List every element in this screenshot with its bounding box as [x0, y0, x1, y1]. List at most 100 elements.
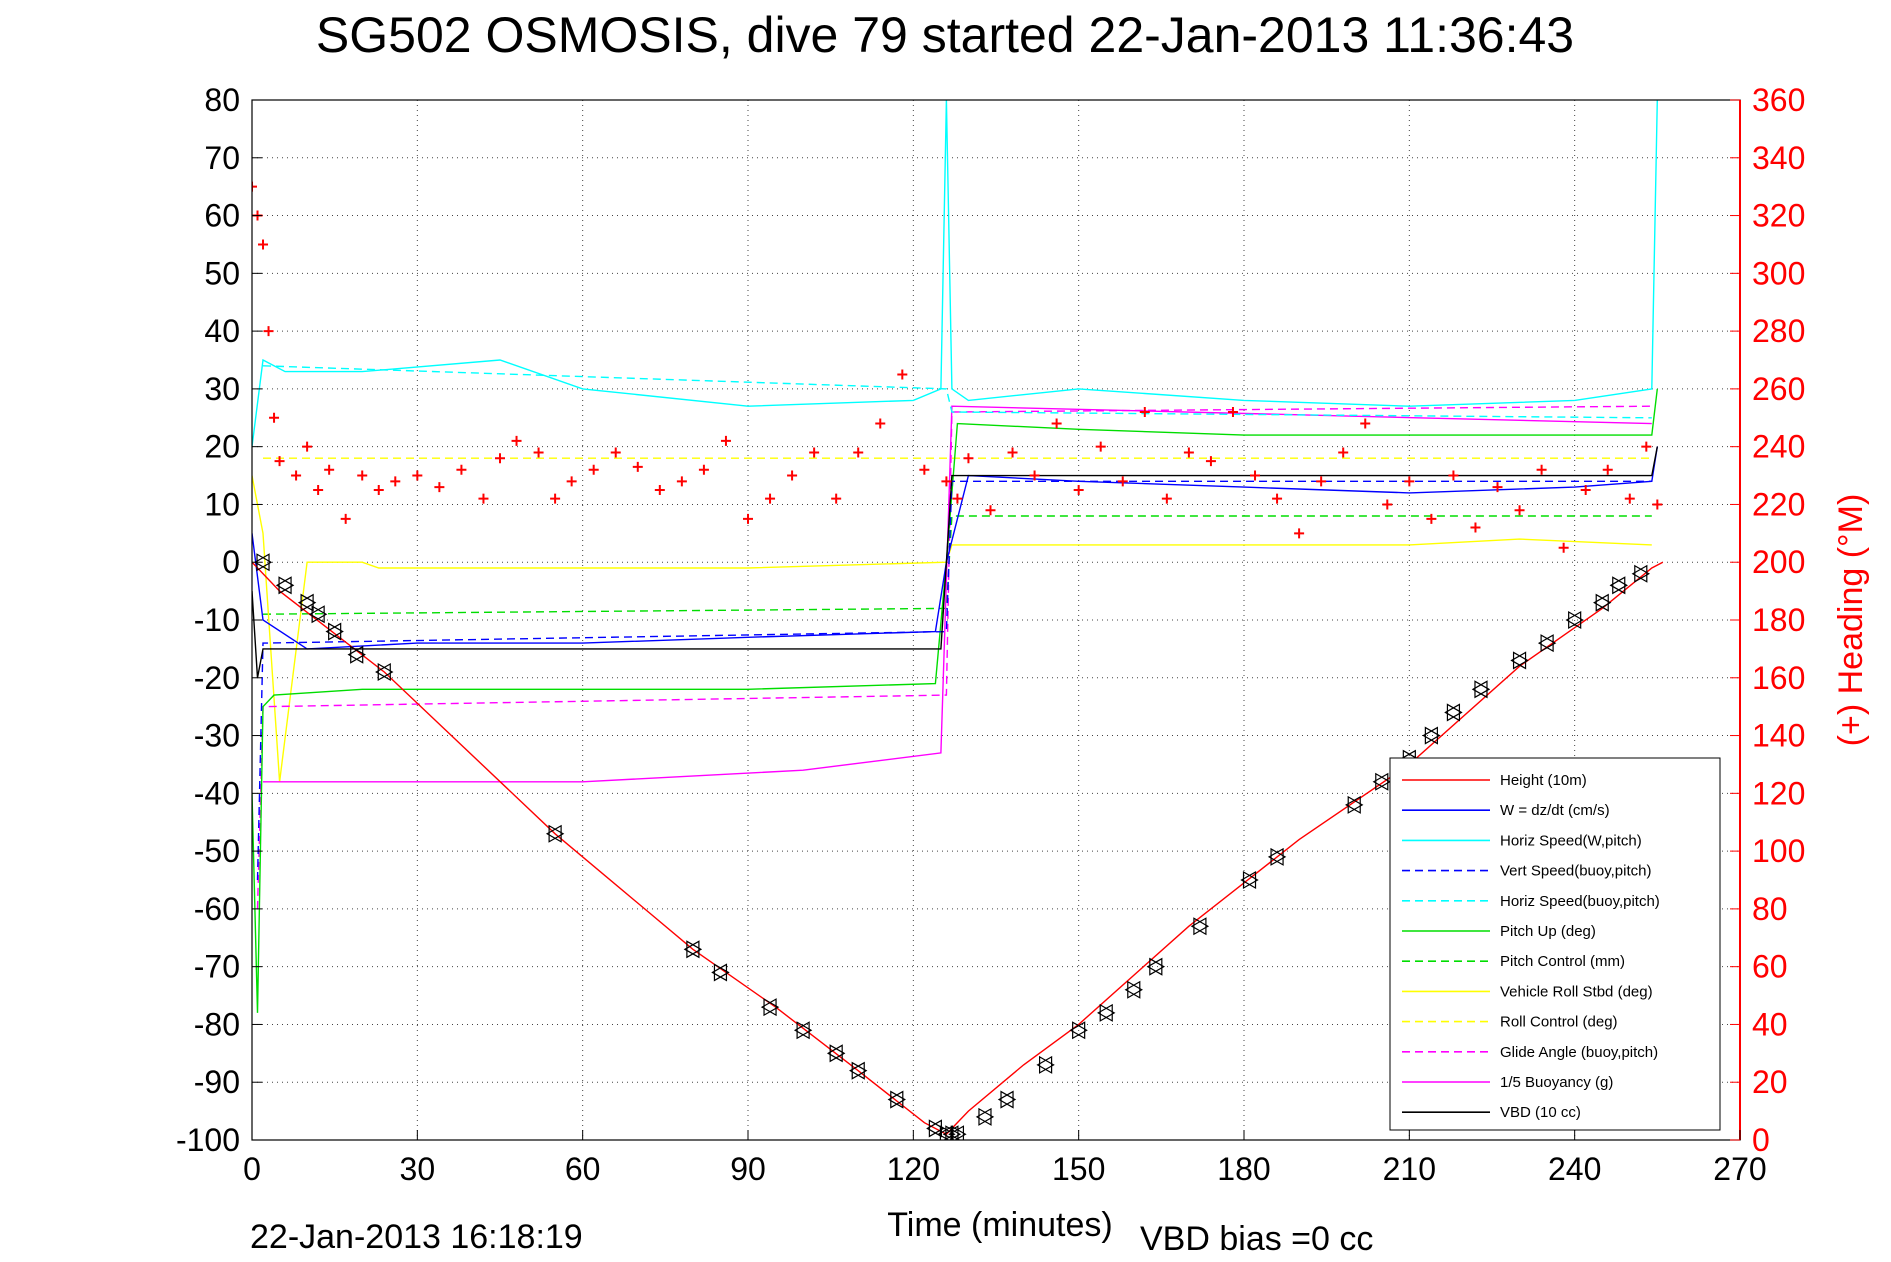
- x-axis-ticks: 0 30 60 90 120 150 180 210 240 270: [243, 1130, 1767, 1187]
- series-line-7: [252, 475, 1652, 782]
- heading-point: [456, 464, 467, 475]
- heading-point: [941, 476, 952, 487]
- vbd-marker-left: [1631, 564, 1648, 583]
- vbd-marker-left: [826, 1044, 843, 1063]
- heading-point: [1117, 476, 1128, 487]
- y-tick-label: -70: [194, 949, 240, 985]
- heading-point: [1183, 447, 1194, 458]
- vbd-marker-left: [297, 593, 314, 612]
- y2-tick-label: 180: [1752, 602, 1805, 638]
- legend-label: Pitch Control (mm): [1500, 953, 1625, 970]
- heading-point: [1227, 407, 1238, 417]
- vbd-marker-right: [978, 1107, 995, 1126]
- vbd-marker-left: [545, 824, 562, 843]
- legend-label: Horiz Speed(W,pitch): [1500, 832, 1642, 849]
- chart-title: SG502 OSMOSIS, dive 79 started 22-Jan-20…: [316, 7, 1574, 63]
- vbd-marker-right: [890, 1090, 907, 1109]
- heading-point: [1205, 456, 1216, 467]
- vbd-marker-left: [1372, 772, 1389, 791]
- heading-point: [743, 513, 753, 524]
- series-line-3: [256, 480, 1652, 881]
- y2-tick-label: 140: [1752, 718, 1805, 754]
- x-tick-label: 240: [1548, 1151, 1601, 1187]
- heading-point: [1514, 505, 1525, 516]
- legend-label: Glide Angle (buoy,pitch): [1500, 1044, 1658, 1061]
- footer-timestamp: 22-Jan-2013 16:18:19: [250, 1218, 583, 1256]
- y2-tick-label: 200: [1752, 544, 1805, 580]
- vbd-marker-right: [1375, 772, 1391, 791]
- plot-series: [252, 100, 1664, 1140]
- vbd-marker-left: [1510, 651, 1527, 670]
- y-tick-label: 50: [204, 255, 240, 291]
- y2-tick-label: 100: [1752, 833, 1805, 869]
- heading-point: [1294, 528, 1305, 539]
- vbd-marker-left: [1146, 957, 1163, 976]
- heading-point: [511, 435, 522, 446]
- y-tick-label: 20: [204, 429, 240, 465]
- vbd-marker-left: [375, 662, 391, 682]
- vbd-marker-right: [686, 940, 703, 959]
- y-tick-label: -90: [194, 1064, 240, 1100]
- x-tick-label: 30: [400, 1151, 436, 1187]
- vbd-marker-right: [1193, 917, 1210, 936]
- vbd-marker-left: [1444, 703, 1461, 722]
- legend-label: 1/5 Buoyancy (g): [1500, 1074, 1613, 1091]
- y-tick-label: -50: [194, 833, 240, 869]
- vbd-marker-right: [328, 622, 344, 641]
- heading-point: [1272, 493, 1283, 504]
- legend-label: Horiz Speed(buoy,pitch): [1500, 893, 1660, 910]
- vbd-marker-right: [1634, 564, 1651, 583]
- heading-point: [324, 464, 335, 475]
- vbd-marker-left: [275, 576, 292, 595]
- heading-point: [1641, 441, 1652, 452]
- y-tick-label: -60: [194, 891, 240, 927]
- heading-point: [478, 493, 489, 504]
- x-tick-label: 60: [565, 1151, 601, 1187]
- vbd-marker-left: [1097, 1003, 1113, 1022]
- vbd-marker-left: [1609, 576, 1626, 595]
- series-line-10: [263, 405, 1652, 783]
- y-tick-label: 0: [222, 544, 240, 580]
- vbd-marker-left: [1593, 593, 1609, 612]
- y2-tick-label: 240: [1752, 429, 1805, 465]
- y2-tick-label: 300: [1752, 255, 1805, 291]
- vbd-marker-left: [347, 645, 364, 664]
- heading-point: [676, 476, 687, 487]
- heading-point: [952, 493, 963, 504]
- heading-point: [269, 412, 280, 423]
- vbd-marker-left: [1422, 726, 1438, 745]
- y2-tick-label: 280: [1752, 313, 1805, 349]
- y2-tick-label: 120: [1752, 775, 1805, 811]
- heading-point: [533, 447, 544, 458]
- x-tick-label: 270: [1713, 1151, 1766, 1187]
- heading-point: [340, 513, 351, 524]
- heading-point: [495, 453, 505, 464]
- vbd-marker-left: [887, 1090, 904, 1109]
- y2-tick-label: 0: [1752, 1122, 1770, 1158]
- heading-point: [1360, 418, 1371, 429]
- vbd-marker-left: [793, 1021, 810, 1040]
- heading-point: [566, 476, 577, 487]
- vbd-marker-left: [926, 1119, 942, 1138]
- vbd-marker-right: [1424, 726, 1441, 745]
- series-line-4: [262, 365, 1652, 419]
- y2-tick-label: 80: [1752, 891, 1788, 927]
- vbd-marker-right: [377, 662, 394, 682]
- y-tick-label: -30: [194, 718, 240, 754]
- x-tick-label: 0: [243, 1151, 261, 1187]
- legend-label: Pitch Up (deg): [1500, 923, 1596, 940]
- vbd-marker-right: [1072, 1021, 1088, 1040]
- vbd-marker-right: [1000, 1090, 1017, 1109]
- y-tick-label: 30: [204, 371, 240, 407]
- heading-point: [1139, 407, 1150, 417]
- vbd-marker-left: [711, 963, 728, 982]
- vbd-marker-right: [1127, 980, 1143, 999]
- vbd-marker-left: [1036, 1055, 1053, 1074]
- vbd-marker-left: [1565, 610, 1582, 630]
- y2-axis-label: (+) Heading (°M): [1832, 494, 1870, 747]
- vbd-marker-right: [796, 1021, 813, 1040]
- vbd-marker-right: [1242, 870, 1259, 890]
- vbd-marker-right: [1568, 610, 1584, 630]
- heading-point: [1029, 470, 1040, 481]
